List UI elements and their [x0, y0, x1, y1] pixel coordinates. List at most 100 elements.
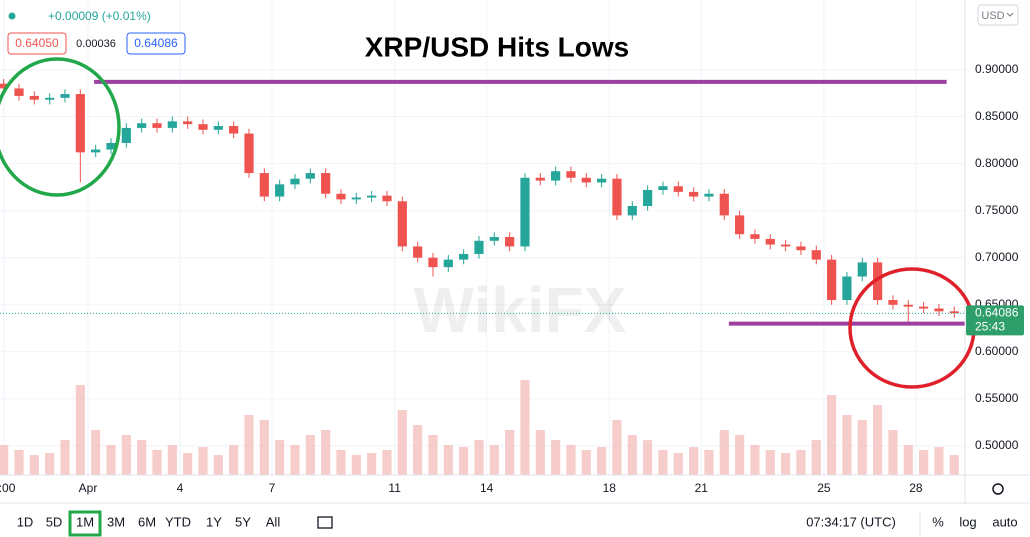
- bid-box[interactable]: [7, 32, 67, 55]
- volume-bar: [903, 445, 913, 475]
- volume-bar: [873, 405, 883, 475]
- range-button[interactable]: 5D: [46, 514, 63, 529]
- dropdown-arrow: [1006, 12, 1014, 17]
- candle-body: [351, 197, 361, 200]
- candle-body: [167, 121, 177, 128]
- candle-body: [581, 177, 591, 183]
- candle-body: [796, 246, 806, 251]
- volume-bar: [259, 420, 269, 475]
- candle-body: [735, 215, 745, 235]
- volume-bar: [719, 430, 729, 475]
- candle-body: [14, 88, 24, 96]
- volume-bar: [474, 440, 484, 475]
- volume-bar: [305, 435, 315, 475]
- ask: 0.64086: [134, 36, 178, 50]
- volume-bar: [658, 450, 668, 475]
- volume-bar: [275, 440, 285, 475]
- volume-bar: [413, 425, 423, 475]
- candle-body: [903, 304, 913, 307]
- price-change: +0.00009 (+0.01%): [48, 9, 151, 23]
- bid: 0.64050: [15, 36, 59, 50]
- range-button[interactable]: 1D: [17, 514, 34, 529]
- chart-title: XRP/USD Hits Lows: [365, 31, 629, 62]
- candle-body: [443, 259, 453, 268]
- volume-bar: [489, 445, 499, 475]
- grid: [0, 0, 965, 475]
- volume-bar: [91, 430, 101, 475]
- range-button[interactable]: 1M: [76, 514, 94, 529]
- volume-bar: [75, 385, 85, 475]
- scale-option[interactable]: auto: [992, 514, 1017, 529]
- x-tick-label: 18: [603, 481, 617, 495]
- volume-bar: [796, 450, 806, 475]
- candle-body: [121, 127, 131, 143]
- candle-body: [535, 177, 545, 181]
- volume-bar: [367, 453, 377, 475]
- candle-body: [781, 244, 791, 247]
- candle-body: [719, 193, 729, 216]
- x-tick-label: 7: [269, 481, 276, 495]
- volume-bar: [765, 450, 775, 475]
- volume-bar: [198, 447, 208, 475]
- volume-bar: [520, 380, 530, 475]
- scale-option[interactable]: log: [959, 514, 976, 529]
- volume-bar: [919, 450, 929, 475]
- candle-body: [842, 276, 852, 301]
- ask-box[interactable]: [126, 32, 186, 55]
- candle-body: [765, 238, 775, 245]
- volume-bar: [934, 447, 944, 475]
- x-tick-label: 25: [817, 481, 831, 495]
- volume-bar: [750, 445, 760, 475]
- range-button[interactable]: YTD: [165, 514, 191, 529]
- x-tick-label: Apr: [79, 481, 98, 495]
- candle-body: [367, 195, 377, 198]
- spread: 0.00036: [76, 38, 116, 50]
- candle-body: [811, 250, 821, 260]
- y-tick-label: 0.75000: [975, 203, 1019, 217]
- x-tick-label: 28: [909, 481, 923, 495]
- volume-bar: [14, 450, 24, 475]
- volume-bar: [459, 447, 469, 475]
- y-tick-label: 0.80000: [975, 156, 1019, 170]
- date-range-icon[interactable]: [317, 516, 333, 529]
- candle-body: [321, 173, 331, 194]
- candle-body: [382, 195, 392, 202]
- candle-body: [397, 201, 407, 247]
- candle-body: [857, 262, 867, 277]
- range-button[interactable]: 6M: [138, 514, 156, 529]
- candle-body: [489, 237, 499, 241]
- range-button[interactable]: 3M: [107, 514, 125, 529]
- volume-bar: [336, 450, 346, 475]
- volume-bar: [581, 450, 591, 475]
- range-button[interactable]: 1Y: [206, 514, 222, 529]
- candle-body: [520, 177, 530, 247]
- volume-bar: [857, 420, 867, 475]
- range-button[interactable]: All: [266, 514, 281, 529]
- volume-bar: [735, 435, 745, 475]
- volume-bar: [244, 415, 254, 475]
- y-tick-label: 0.85000: [975, 109, 1019, 123]
- volume-bar: [505, 430, 515, 475]
- candle-body: [244, 133, 254, 174]
- candle-body: [275, 184, 285, 197]
- clock: 07:34:17 (UTC): [806, 514, 896, 529]
- range-button[interactable]: 5Y: [235, 514, 251, 529]
- currency-button[interactable]: [977, 4, 1019, 26]
- candle-body: [106, 142, 116, 150]
- x-tick-label: 11: [388, 481, 401, 495]
- candle-body: [612, 178, 622, 216]
- scale-option[interactable]: %: [932, 514, 944, 529]
- settings-icon[interactable]: [992, 483, 1004, 495]
- candle-body: [551, 171, 561, 181]
- volume-bar: [627, 435, 637, 475]
- volume-bar: [397, 410, 407, 475]
- volume-bar: [612, 420, 622, 475]
- candle-body: [827, 259, 837, 301]
- volume-bar: [443, 445, 453, 475]
- candle-body: [505, 237, 515, 247]
- candle-body: [689, 191, 699, 197]
- candle-body: [152, 123, 162, 128]
- candle-body: [643, 190, 653, 206]
- volume-bar: [213, 455, 223, 475]
- candle-body: [673, 186, 683, 192]
